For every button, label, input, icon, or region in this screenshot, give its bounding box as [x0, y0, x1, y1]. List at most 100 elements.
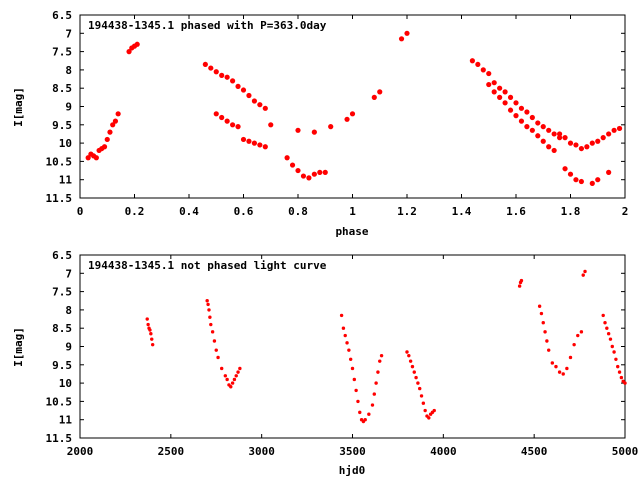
- phased-data-point: [213, 69, 219, 75]
- phased-data-point: [557, 135, 563, 141]
- phased-data-point: [567, 140, 574, 146]
- phased-data-point: [219, 114, 225, 121]
- phased-plot-frame: [79, 14, 626, 199]
- phased-data-point: [208, 65, 214, 71]
- unphased-data-point: [370, 403, 375, 407]
- unphased-data-point: [232, 377, 237, 382]
- phased-data-point: [486, 81, 492, 88]
- unphased-data-point: [421, 401, 426, 405]
- phased-data-point: [344, 116, 350, 122]
- phased-data-point: [578, 145, 585, 152]
- phased-data-point: [562, 166, 568, 172]
- unphased-data-point: [572, 342, 576, 347]
- phased-y-tick-label: 11: [59, 174, 73, 187]
- phased-data-point: [257, 102, 263, 108]
- phased-data-point: [377, 89, 383, 95]
- phased-data-point: [115, 111, 121, 117]
- unphased-data-point: [543, 330, 547, 334]
- unphased-x-tick-label: 3500: [339, 445, 366, 458]
- phased-data-point: [475, 61, 481, 68]
- unphased-data-point: [214, 348, 218, 352]
- unphased-data-point: [367, 412, 371, 416]
- phased-data-point: [480, 67, 486, 73]
- phased-points: [85, 30, 623, 186]
- unphased-x-axis-label: hjd0: [339, 464, 366, 477]
- phased-x-tick-label: 1.6: [506, 205, 526, 218]
- phased-x-tick-label: 1.2: [397, 205, 417, 218]
- phased-data-point: [311, 171, 317, 177]
- phased-data-point: [202, 61, 208, 68]
- unphased-data-point: [617, 370, 622, 374]
- phased-data-point: [513, 113, 519, 119]
- unphased-data-point: [374, 381, 378, 385]
- unphased-data-point: [354, 388, 358, 393]
- unphased-data-point: [358, 410, 362, 415]
- phased-y-tick-label: 9: [65, 101, 72, 114]
- phased-data-point: [540, 138, 546, 144]
- unphased-data-point: [541, 321, 545, 325]
- phased-data-point: [246, 92, 252, 99]
- phased-data-point: [540, 124, 546, 130]
- unphased-y-tick-label: 11.5: [46, 432, 73, 445]
- unphased-y-tick-label: 11: [59, 414, 73, 427]
- unphased-data-point: [581, 273, 585, 277]
- unphased-data-point: [419, 394, 424, 398]
- unphased-x-tick-label: 2000: [67, 445, 94, 458]
- phased-data-point: [101, 144, 108, 150]
- phased-y-tick-label: 7: [65, 27, 72, 40]
- phased-data-point: [611, 127, 617, 133]
- phased-data-point: [295, 167, 301, 174]
- unphased-data-point: [565, 366, 569, 371]
- phased-data-point: [502, 100, 508, 106]
- phased-x-ticks: 0 0.2 0.4 0.6 0.8 1 1.2 1.4 1.6 1.8 2: [77, 15, 628, 218]
- unphased-data-point: [220, 366, 224, 371]
- unphased-x-ticks: 2000 2500 3000 3500 4000 4500 5000: [67, 255, 638, 458]
- phased-data-point: [562, 135, 568, 141]
- unphased-x-tick-label: 2500: [158, 445, 185, 458]
- unphased-data-point: [376, 370, 380, 374]
- phased-data-point: [134, 41, 140, 47]
- unphased-data-point: [519, 278, 524, 283]
- phased-data-point: [491, 89, 497, 95]
- phased-data-point: [546, 144, 552, 150]
- phased-x-tick-label: 1.4: [452, 205, 472, 218]
- phased-data-point: [246, 138, 252, 144]
- unphased-data-point: [606, 331, 611, 336]
- phased-data-point: [107, 129, 113, 135]
- unphased-y-ticks: 6.5 7 7.5 8 8.5 9 9.5 10 10.5 11 11.5: [46, 249, 625, 445]
- phased-data-point: [497, 94, 503, 100]
- phased-data-point: [573, 177, 579, 183]
- phased-data-point: [230, 78, 236, 84]
- phased-data-point: [235, 124, 241, 130]
- unphased-data-point: [614, 357, 618, 362]
- unphased-data-point: [414, 375, 418, 380]
- phased-data-point: [595, 138, 601, 144]
- unphased-data-point: [350, 366, 355, 371]
- unphased-data-point: [379, 353, 384, 358]
- unphased-y-tick-label: 10: [59, 377, 72, 390]
- unphased-data-point: [557, 370, 562, 374]
- phased-y-tick-label: 11.5: [46, 192, 73, 205]
- phased-x-tick-label: 1: [349, 205, 356, 218]
- unphased-data-point: [405, 350, 409, 354]
- phased-y-tick-label: 9.5: [52, 119, 72, 132]
- unphased-data-point: [619, 375, 624, 380]
- unphased-data-point: [517, 284, 522, 288]
- unphased-data-point: [216, 355, 220, 360]
- phased-data-point: [535, 120, 541, 126]
- unphased-data-point: [623, 381, 627, 385]
- unphased-x-tick-label: 4500: [521, 445, 548, 458]
- unphased-data-point: [356, 399, 360, 404]
- unphased-y-tick-label: 8.5: [52, 322, 72, 335]
- unphased-data-point: [150, 337, 154, 341]
- phased-data-point: [262, 105, 268, 111]
- phased-data-point: [600, 135, 606, 141]
- phased-data-point: [230, 122, 236, 128]
- phased-data-point: [557, 131, 563, 137]
- unphased-points: [145, 269, 627, 424]
- unphased-x-tick-label: 4000: [430, 445, 457, 458]
- phased-data-point: [507, 94, 514, 100]
- unphased-data-point: [236, 370, 240, 374]
- unphased-y-tick-label: 6.5: [52, 249, 72, 262]
